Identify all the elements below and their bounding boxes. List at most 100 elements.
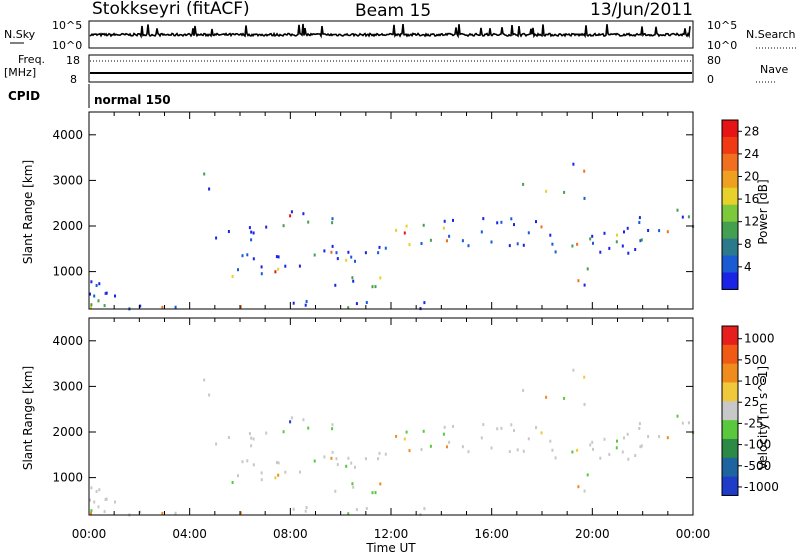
range-cell (93, 500, 96, 504)
freq-top-tick: 18 (66, 54, 80, 67)
xtick-label: 20:00 (575, 527, 610, 541)
range-cell (403, 437, 406, 441)
range-cell (237, 474, 239, 478)
range-cell (687, 215, 690, 219)
range-cell (616, 233, 618, 237)
range-cell (307, 426, 310, 430)
range-cell (535, 220, 537, 224)
range-cell (616, 439, 618, 443)
colorbar-tick-label: 1000 (744, 332, 775, 346)
range-cell (282, 430, 285, 434)
range-cell (500, 426, 503, 430)
range-cell (331, 450, 334, 454)
range-cell (277, 473, 280, 477)
range-cell (336, 463, 339, 467)
range-cell (615, 446, 618, 450)
range-cell (350, 461, 353, 465)
freq-panel (88, 54, 694, 83)
range-cell (347, 250, 350, 254)
range-cell (513, 429, 515, 433)
range-cell (323, 249, 326, 253)
range-cell (638, 427, 641, 430)
cpid-value: normal 150 (94, 93, 171, 107)
nave-label: Nave (760, 63, 788, 76)
xtick-label: 00:00 (72, 527, 107, 541)
range-cell (277, 267, 280, 271)
xtick-label: 12:00 (374, 527, 409, 541)
nsearch-label: N.Search (746, 28, 796, 41)
range-cell (347, 456, 350, 460)
range-cell (313, 459, 316, 463)
range-cell (227, 436, 230, 439)
range-cell (626, 432, 629, 436)
range-cell (241, 254, 244, 258)
colorbar-frame (721, 119, 739, 290)
colorbar-swatch (722, 476, 738, 496)
range-cell (490, 446, 493, 450)
range-cell (239, 305, 242, 309)
range-cell (298, 470, 301, 474)
range-cell (576, 242, 579, 246)
range-cell (290, 210, 293, 214)
range-cell (452, 218, 454, 222)
range-cell (252, 463, 255, 467)
beam-label: Beam 15 (355, 1, 431, 21)
range-cell (429, 238, 432, 242)
range-cell (448, 440, 451, 444)
colorbar-swatch (722, 344, 738, 365)
colorbar-swatch (722, 120, 738, 138)
xtick-label: 00:00 (676, 527, 711, 541)
range-cell (681, 421, 684, 425)
range-cell (676, 208, 679, 212)
range-cell (408, 243, 411, 247)
range-cell (496, 221, 499, 225)
range-cell (304, 509, 307, 513)
range-cell (104, 292, 107, 295)
range-cell (364, 251, 367, 255)
xtick-label: 04:00 (172, 527, 207, 541)
range-cell (354, 259, 356, 263)
range-cell (513, 223, 515, 227)
range-cell (284, 264, 287, 268)
range-cell (114, 500, 116, 504)
range-cell (422, 223, 425, 227)
colorbar-tick-label: -500 (744, 459, 771, 473)
range-cell (275, 461, 278, 465)
range-cell (103, 510, 106, 514)
velocity-colorbar: 1000 500 100 25 -25 -100 -500 -1000 (721, 325, 779, 496)
range-cell (554, 456, 557, 460)
colorbar-swatch (722, 204, 738, 223)
range-cell (571, 244, 574, 248)
freq-unit: [MHz] (4, 66, 36, 79)
range-cell (215, 442, 218, 446)
colorbar-tick-label: -25 (744, 416, 764, 430)
colorbar-tick-label: -100 (744, 438, 771, 452)
range-cell (446, 239, 448, 243)
colorbar-swatch (722, 153, 738, 172)
range-cell (246, 459, 249, 463)
range-cell (371, 285, 374, 289)
range-cell (104, 498, 107, 501)
range-cell (161, 305, 164, 309)
range-cell (527, 437, 530, 441)
range-cell (351, 482, 354, 486)
range-cell (522, 449, 525, 453)
colorbar-swatch (722, 255, 738, 273)
range-cell (260, 471, 263, 475)
nsearch-top-tick: 10^5 (707, 19, 737, 32)
range-cell (334, 283, 337, 287)
range-cell (289, 214, 292, 218)
range-cell (275, 255, 278, 259)
range-cell (203, 172, 206, 176)
range-cell (302, 212, 305, 216)
range-cell (583, 283, 586, 287)
range-cell (292, 507, 295, 511)
range-cell (93, 294, 96, 298)
range-cell (408, 449, 411, 453)
range-cell (90, 511, 92, 515)
range-cell (510, 217, 513, 221)
range-cell (330, 456, 333, 460)
range-cell (331, 217, 334, 221)
range-cell (627, 457, 630, 461)
range-cell (592, 241, 594, 245)
